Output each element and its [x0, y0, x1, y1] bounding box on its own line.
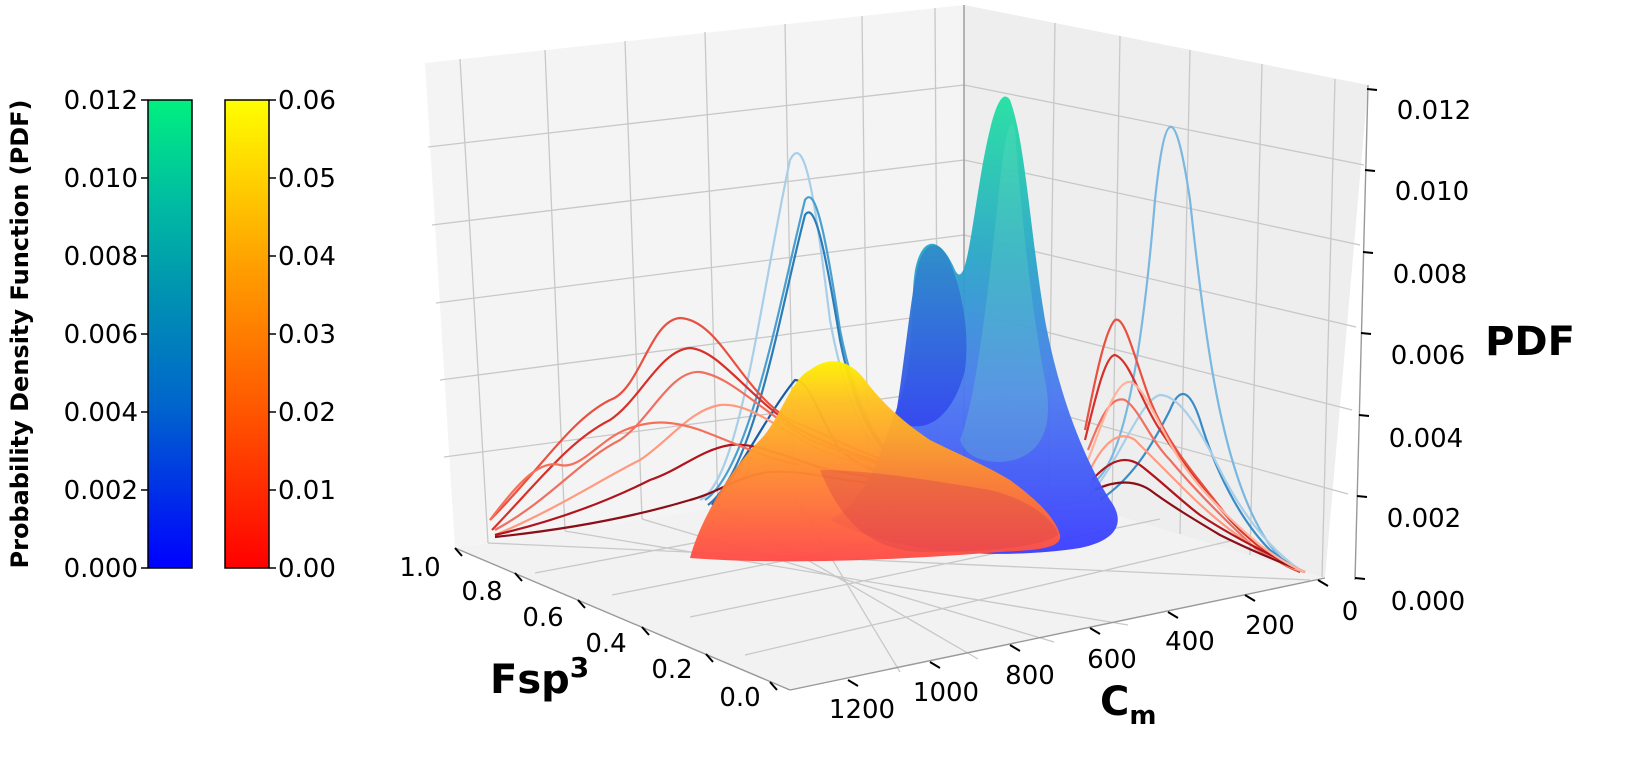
colorbar-blue-tick-label: 0.002 — [64, 476, 138, 506]
y-tick-label: 0.2 — [651, 655, 692, 685]
colorbar-blue-ticks — [141, 99, 148, 569]
colorbar-red-tick-label: 0.01 — [278, 476, 336, 506]
colorbar-red-tick-label: 0.00 — [278, 554, 336, 584]
orange-surface — [690, 361, 1061, 562]
right-red-curve-7 — [1086, 380, 1306, 574]
colorbar-side-label: Probability Density Function (PDF) — [6, 100, 34, 569]
orange-surface-shade — [820, 470, 1058, 552]
colorbar-blue-tick-label: 0.000 — [64, 554, 138, 584]
blue-surface-highlight — [960, 123, 1048, 462]
x-tick-label: 200 — [1245, 611, 1295, 641]
y-tick-label: 0.4 — [585, 629, 626, 659]
z-tick-marks — [1354, 88, 1378, 580]
colorbar-red-tick-label: 0.03 — [278, 320, 336, 350]
x-axis: 0 200 400 600 800 1000 1200 Cm — [829, 579, 1359, 731]
colorbar-red-yellow — [224, 99, 270, 569]
x-tick-label: 0 — [1342, 597, 1359, 627]
colorbars: Probability Density Function (PDF) 0.012… — [6, 86, 336, 584]
x-axis-label: Cm — [1100, 679, 1156, 731]
z-axis-label: PDF — [1485, 319, 1575, 365]
colorbar-blue-green — [147, 99, 193, 569]
z-tick-label: 0.000 — [1391, 587, 1465, 617]
colorbar-blue-tick-label: 0.012 — [64, 86, 138, 116]
right-red-curve-3 — [1086, 398, 1306, 574]
colorbar-blue-tick-label: 0.006 — [64, 320, 138, 350]
z-tick-label: 0.012 — [1397, 96, 1471, 126]
x-tick-label: 600 — [1087, 645, 1137, 675]
y-axis-label: Fsp3 — [490, 651, 589, 703]
x-tick-label: 1200 — [829, 695, 895, 725]
right-blue-curve-2 — [1099, 392, 1306, 574]
colorbar-red-ticks — [269, 99, 276, 569]
x-tick-label: 400 — [1165, 627, 1215, 657]
left-red-curve-7 — [489, 421, 801, 521]
z-tick-label: 0.010 — [1395, 177, 1469, 207]
blue-secondary-peak — [895, 245, 967, 427]
colorbar-blue-tick-label: 0.004 — [64, 398, 138, 428]
z-tick-label: 0.008 — [1393, 260, 1467, 290]
colorbar-red-tick-label: 0.02 — [278, 398, 336, 428]
colorbar-red-tick-label: 0.06 — [278, 86, 336, 116]
colorbar-blue-tick-label: 0.010 — [64, 164, 138, 194]
y-tick-label: 1.0 — [399, 553, 440, 583]
right-projection-curves — [1083, 125, 1306, 574]
x-tick-marks — [847, 579, 1329, 687]
x-tick-label: 1000 — [913, 678, 979, 708]
right-red-curve-2 — [1083, 353, 1301, 573]
x-tick-label: 800 — [1005, 661, 1055, 691]
colorbar-red-tick-label: 0.04 — [278, 242, 336, 272]
colorbar-red-tick-label: 0.05 — [278, 164, 336, 194]
right-blue-curve-3 — [1089, 393, 1301, 571]
right-red-curve-6 — [1094, 481, 1296, 570]
colorbar-blue-tick-label: 0.008 — [64, 242, 138, 272]
axes-panes — [425, 5, 1368, 690]
y-tick-label: 0.8 — [461, 577, 502, 607]
y-tick-label: 0.6 — [522, 603, 563, 633]
z-axis: 0.000 0.002 0.004 0.006 0.008 0.010 0.01… — [1354, 88, 1575, 617]
z-tick-label: 0.002 — [1387, 504, 1461, 534]
y-axis: 0.0 0.2 0.4 0.6 0.8 1.0 Fsp3 — [399, 547, 778, 713]
z-tick-label: 0.004 — [1389, 424, 1463, 454]
orange-surface-base — [690, 361, 1061, 562]
z-tick-label: 0.006 — [1391, 341, 1465, 371]
y-tick-label: 0.0 — [719, 683, 760, 713]
y-tick-marks — [454, 547, 778, 691]
